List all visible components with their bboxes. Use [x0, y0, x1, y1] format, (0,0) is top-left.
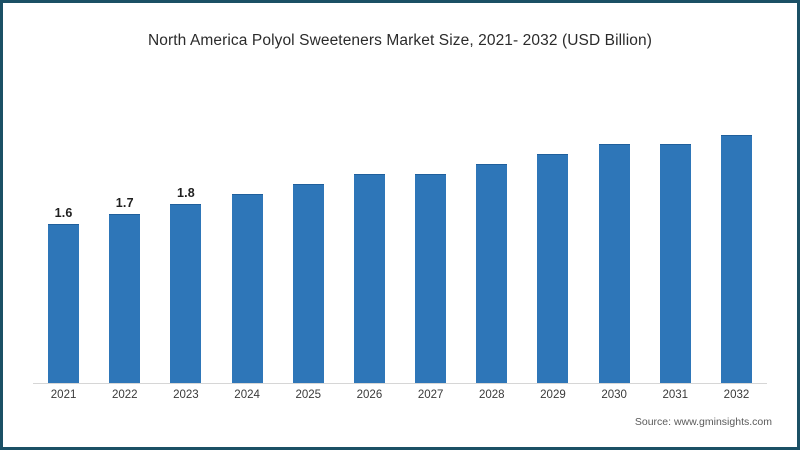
- bar-2026[interactable]: [353, 174, 385, 383]
- bar-2032[interactable]: [720, 134, 752, 383]
- bar-value-label: 1.6: [54, 205, 73, 220]
- x-tick-2030: 2030: [601, 389, 627, 401]
- bar-slot-2022: 1.7: [94, 120, 155, 383]
- x-tick-2026: 2026: [356, 389, 383, 401]
- bar-2025[interactable]: [292, 184, 324, 383]
- x-tick-2029: 2029: [540, 389, 566, 401]
- bar-value-label: 1.7: [115, 196, 134, 211]
- bar-slot-2028: [461, 120, 522, 383]
- chart-title: North America Polyol Sweeteners Market S…: [148, 32, 652, 49]
- bar-slot-2031: [645, 120, 706, 383]
- bar-2028[interactable]: [476, 164, 508, 383]
- bar-slot-2021: 1.6: [33, 120, 94, 383]
- x-tick-2031: 2031: [662, 389, 689, 401]
- x-tick-2021: 2021: [50, 389, 77, 401]
- x-axis-tick-labels: 2021 2022 2023 2024 2025 2026 2027 2028 …: [33, 389, 767, 401]
- bar-2023[interactable]: [170, 204, 202, 383]
- x-tick-2022: 2022: [111, 389, 138, 401]
- bar-2031[interactable]: [659, 144, 691, 383]
- x-tick-2032: 2032: [723, 389, 750, 401]
- bar-slot-2023: 1.8: [155, 120, 216, 383]
- bar-2022[interactable]: [109, 214, 141, 383]
- x-tick-2027: 2027: [417, 389, 444, 401]
- x-tick-2025: 2025: [295, 389, 322, 401]
- x-tick-2028: 2028: [478, 389, 505, 401]
- bar-series: 1.6 1.7 1.8: [33, 120, 767, 383]
- bar-2027[interactable]: [415, 174, 447, 383]
- bar-slot-2032: [706, 120, 767, 383]
- bar-slot-2030: [584, 120, 645, 383]
- bar-slot-2027: [400, 120, 461, 383]
- x-axis-line: [33, 383, 767, 384]
- source-attribution: Source: www.gminsights.com: [634, 416, 772, 428]
- x-tick-2023: 2023: [173, 389, 199, 401]
- bar-slot-2029: [522, 120, 583, 383]
- bar-2024[interactable]: [231, 194, 263, 383]
- bar-value-label: 1.8: [176, 186, 195, 201]
- bar-2029[interactable]: [537, 154, 569, 383]
- bar-2030[interactable]: [598, 144, 630, 383]
- bar-slot-2024: [217, 120, 278, 383]
- x-tick-2024: 2024: [234, 389, 260, 401]
- bar-slot-2026: [339, 120, 400, 383]
- bar-2021[interactable]: [48, 224, 80, 383]
- bar-slot-2025: [278, 120, 339, 383]
